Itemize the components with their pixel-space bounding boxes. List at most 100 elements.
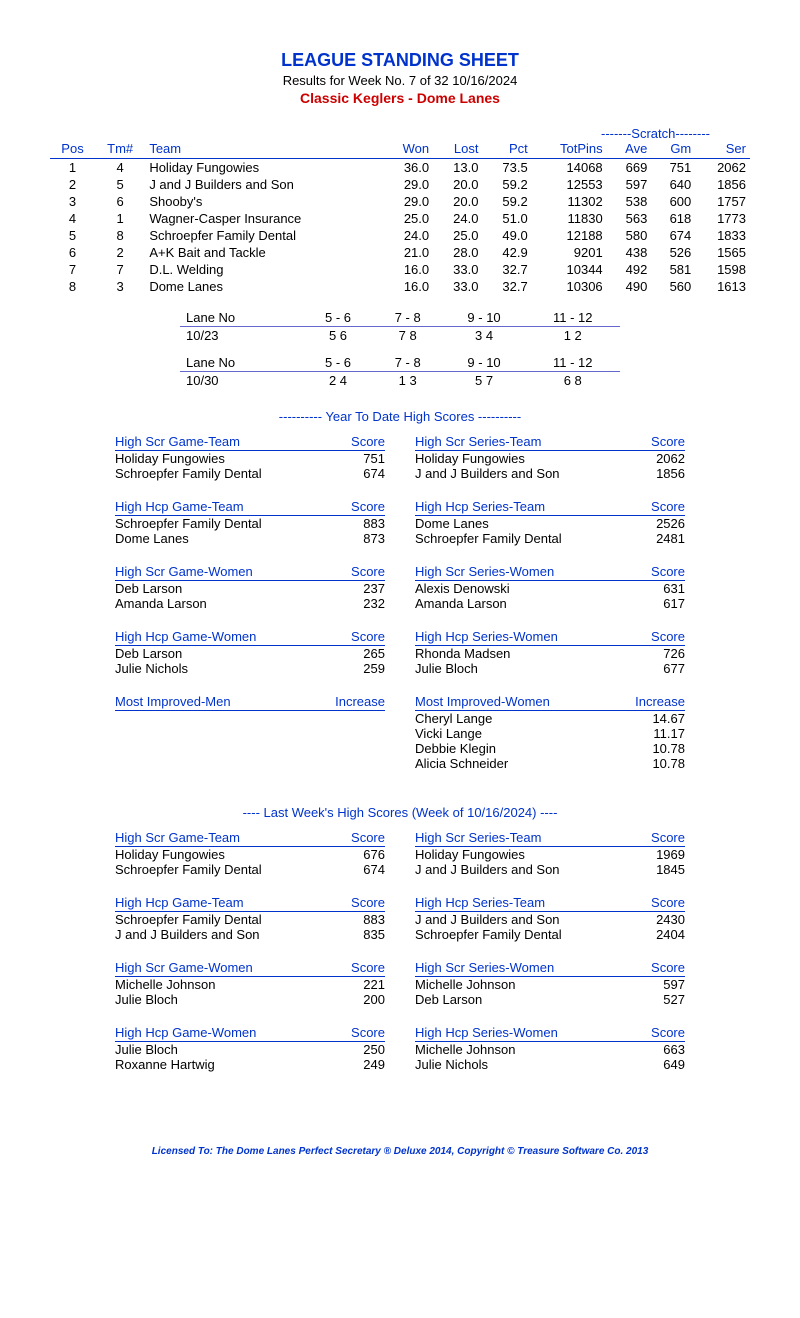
highscore-score-label: Score — [651, 1025, 685, 1040]
lastweek-title: ---- Last Week's High Scores (Week of 10… — [50, 805, 750, 820]
standings-col-lost: Lost — [433, 139, 482, 159]
highscore-row: Julie Bloch677 — [415, 661, 685, 676]
highscore-title: High Hcp Game-Team — [115, 895, 244, 910]
highscore-row: J and J Builders and Son1845 — [415, 862, 685, 877]
highscore-row: Amanda Larson232 — [115, 596, 385, 611]
highscore-row: Michelle Johnson663 — [415, 1042, 685, 1057]
highscore-row: Rhonda Madsen726 — [415, 646, 685, 661]
highscore-row: Deb Larson265 — [115, 646, 385, 661]
highscore-block: High Hcp Game-Women Score Julie Bloch250Ro… — [115, 1025, 385, 1072]
table-row: 62A+K Bait and Tackle21.028.042.99201438… — [50, 244, 750, 261]
highscore-row: Schroepfer Family Dental674 — [115, 862, 385, 877]
table-row: 36Shooby's29.020.059.2113025386001757 — [50, 193, 750, 210]
highscore-title: High Hcp Game-Women — [115, 1025, 256, 1040]
highscore-row: Holiday Fungowies751 — [115, 451, 385, 466]
highscore-row: Schroepfer Family Dental883 — [115, 516, 385, 531]
highscore-block: Most Improved-Men Increase — [115, 694, 385, 771]
highscore-row: Michelle Johnson221 — [115, 977, 385, 992]
lastweek-highscores: High Scr Game-TeamScoreHoliday Fungowies… — [115, 830, 685, 1086]
highscore-title: High Hcp Series-Team — [415, 895, 545, 910]
table-row: 41Wagner-Casper Insurance25.024.051.0118… — [50, 210, 750, 227]
highscore-row: Julie Nichols649 — [415, 1057, 685, 1072]
highscore-row: Schroepfer Family Dental883 — [115, 912, 385, 927]
standings-table: PosTm#TeamWonLostPctTotPinsAveGmSer 14Ho… — [50, 139, 750, 295]
highscore-title: High Hcp Series-Women — [415, 1025, 558, 1040]
standings-col-ave: Ave — [607, 139, 652, 159]
highscore-score-label: Score — [651, 564, 685, 579]
standings-col-ser: Ser — [695, 139, 750, 159]
highscore-title: Most Improved-Men — [115, 694, 231, 709]
highscore-row: Roxanne Hartwig249 — [115, 1057, 385, 1072]
standings-col-totpins: TotPins — [532, 139, 607, 159]
highscore-row: Schroepfer Family Dental2404 — [415, 927, 685, 942]
page-root: LEAGUE STANDING SHEET Results for Week N… — [0, 0, 800, 1187]
highscore-score-label: Score — [351, 564, 385, 579]
highscore-row: Julie Bloch200 — [115, 992, 385, 1007]
highscore-row: Vicki Lange11.17 — [415, 726, 685, 741]
highscore-row: Cheryl Lange14.67 — [415, 711, 685, 726]
highscore-block: High Scr Series-WomenScoreMichelle Johns… — [415, 960, 685, 1007]
highscore-score-label: Score — [351, 830, 385, 845]
table-row: 77D.L. Welding16.033.032.710344492581159… — [50, 261, 750, 278]
standings-col-won: Won — [382, 139, 433, 159]
highscore-block: High Scr Series-Women Score Alexis Denowsk… — [415, 564, 685, 611]
highscore-title: High Scr Game-Team — [115, 434, 240, 449]
highscore-row: Alexis Denowski631 — [415, 581, 685, 596]
highscore-block: High Hcp Game-Team Score Schroepfer Family… — [115, 895, 385, 942]
footer-text: Licensed To: The Dome Lanes Perfect Secr… — [50, 1146, 750, 1157]
highscore-score-label: Score — [351, 895, 385, 910]
table-row: 58Schroepfer Family Dental24.025.049.012… — [50, 227, 750, 244]
standings-col-gm: Gm — [651, 139, 695, 159]
highscore-block: High Scr Game-Women Score Deb Larson237Ama… — [115, 564, 385, 611]
standings-col-tm#: Tm# — [95, 139, 145, 159]
table-row: 25J and J Builders and Son29.020.059.212… — [50, 176, 750, 193]
highscore-block: High Hcp Series-Women Score Michelle Johns… — [415, 1025, 685, 1072]
highscore-block: High Scr Series-TeamScoreHoliday Fungowi… — [415, 434, 685, 481]
highscore-block: High Scr Game-Women Score Michelle Johnson… — [115, 960, 385, 1007]
highscore-row: Amanda Larson617 — [415, 596, 685, 611]
ytd-title: ---------- Year To Date High Scores ----… — [50, 409, 750, 424]
standings-body: 14Holiday Fungowies36.013.073.5140686697… — [50, 159, 750, 296]
highscore-score-label: Score — [651, 830, 685, 845]
highscore-title: High Hcp Game-Women — [115, 629, 256, 644]
highscore-score-label: Score — [351, 499, 385, 514]
lane-table: Lane No5 - 67 - 89 - 1011 - 1210/235 67 … — [180, 309, 620, 344]
lane-schedule: Lane No5 - 67 - 89 - 1011 - 1210/235 67 … — [180, 309, 620, 389]
highscore-score-label: Score — [651, 960, 685, 975]
standings-col-team: Team — [145, 139, 382, 159]
highscore-block: High Scr Series-TeamScoreHoliday Fungowi… — [415, 830, 685, 877]
page-title: LEAGUE STANDING SHEET — [50, 50, 750, 71]
highscore-row: Julie Nichols259 — [115, 661, 385, 676]
highscore-block: Most Improved-WomenIncreaseCheryl Lange1… — [415, 694, 685, 771]
highscore-title: High Scr Series-Women — [415, 564, 554, 579]
league-name: Classic Keglers - Dome Lanes — [50, 90, 750, 106]
highscore-row: J and J Builders and Son835 — [115, 927, 385, 942]
highscore-score-label: Increase — [335, 694, 385, 709]
highscore-score-label: Score — [351, 960, 385, 975]
highscore-block: High Scr Game-TeamScoreHoliday Fungowies… — [115, 434, 385, 481]
highscore-score-label: Score — [651, 499, 685, 514]
standings-header: PosTm#TeamWonLostPctTotPinsAveGmSer — [50, 139, 750, 159]
highscore-row: Schroepfer Family Dental674 — [115, 466, 385, 481]
highscore-row: Deb Larson237 — [115, 581, 385, 596]
highscore-row: Julie Bloch250 — [115, 1042, 385, 1057]
highscore-block: High Hcp Game-WomenScoreDeb Larson265Jul… — [115, 629, 385, 676]
highscore-score-label: Score — [351, 1025, 385, 1040]
table-row: 14Holiday Fungowies36.013.073.5140686697… — [50, 159, 750, 177]
highscore-title: Most Improved-Women — [415, 694, 550, 709]
highscore-row: Holiday Fungowies2062 — [415, 451, 685, 466]
standings-col-pct: Pct — [482, 139, 531, 159]
highscore-block: High Hcp Game-TeamScoreSchroepfer Family… — [115, 499, 385, 546]
highscore-row: Debbie Klegin10.78 — [415, 741, 685, 756]
highscore-title: High Scr Game-Team — [115, 830, 240, 845]
highscore-row: Alicia Schneider10.78 — [415, 756, 685, 771]
table-row: 83Dome Lanes16.033.032.7103064905601613 — [50, 278, 750, 295]
highscore-row: J and J Builders and Son1856 — [415, 466, 685, 481]
highscore-title: High Scr Game-Women — [115, 960, 253, 975]
highscore-block: High Hcp Series-TeamScoreDome Lanes2526S… — [415, 499, 685, 546]
highscore-block: High Hcp Series-WomenScoreRhonda Madsen7… — [415, 629, 685, 676]
highscore-title: High Scr Game-Women — [115, 564, 253, 579]
highscore-row: Dome Lanes873 — [115, 531, 385, 546]
highscore-title: High Scr Series-Team — [415, 830, 541, 845]
page-subtitle: Results for Week No. 7 of 32 10/16/2024 — [50, 73, 750, 88]
